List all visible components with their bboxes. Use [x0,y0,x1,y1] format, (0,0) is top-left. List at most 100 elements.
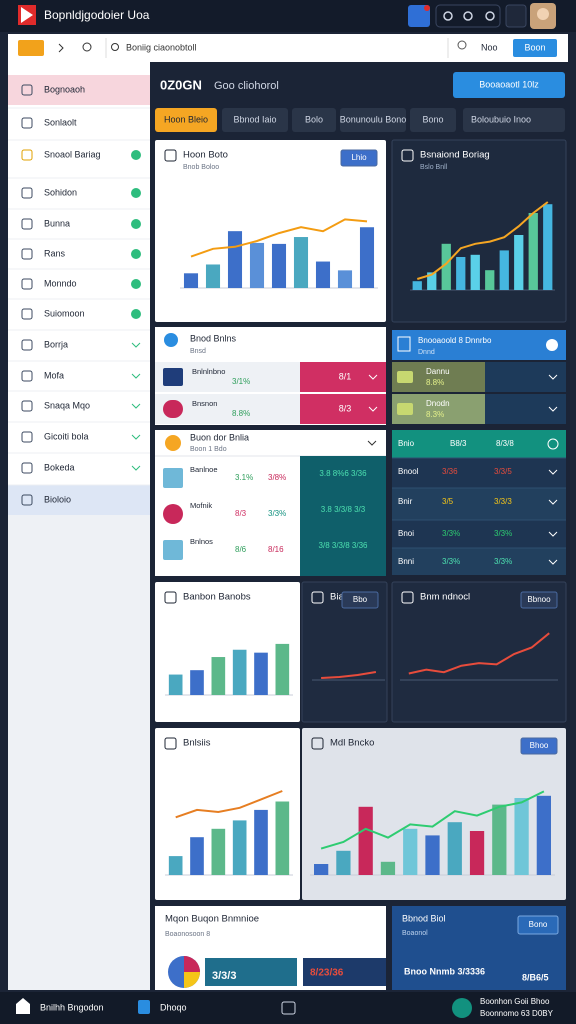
bar [536,795,551,875]
sidebar-icon [21,370,33,382]
chevron [368,374,378,380]
tab[interactable] [340,108,406,132]
bar [412,281,422,290]
row-value: 8.8% [426,378,444,387]
card-icon [397,336,411,352]
user-button[interactable] [513,39,557,57]
sidebar-item[interactable]: Suiomoon [44,308,85,318]
row-icon [397,371,413,383]
bar [543,204,553,290]
toolbar-button[interactable] [18,40,44,56]
card-icon [164,333,178,347]
sidebar-selected [8,485,150,515]
row-value: 8/16 [268,545,284,554]
sidebar-item[interactable]: Sonlaolt [44,117,77,127]
notify-button[interactable] [408,5,430,27]
sidebar-badge [131,219,141,229]
bar [190,670,204,695]
icon-group[interactable] [435,4,501,28]
row-value: 8.3% [426,410,444,419]
footer-text: Boonhon Goii Bhoo [480,997,550,1006]
sidebar-item[interactable]: Bognoaoh [44,84,85,94]
row-icon [163,504,183,524]
table-row [392,488,566,520]
table-cell: 3/3/3 [494,497,512,506]
card-button-label: Lhio [351,153,367,162]
sidebar-item[interactable]: Sohidon [44,187,77,197]
tab[interactable] [292,108,336,132]
card [391,581,567,723]
row-icon [163,368,183,386]
card-button[interactable] [341,591,379,609]
bar [514,235,524,290]
bar [314,864,329,875]
sidebar-item[interactable]: Borrja [44,339,68,349]
card-button[interactable] [517,915,559,935]
row-label: Mofnik [190,501,212,510]
row-label: Dnodn [426,399,450,408]
row-right: 8/3 [339,403,352,413]
home-icon [16,998,30,1014]
bar [425,835,440,875]
card-title: Banbon Banobs [183,592,251,603]
action-label: Booaoaotl 10lz [479,79,539,89]
table-row [392,458,566,488]
table-accent [300,456,386,576]
sidebar-item[interactable]: Bokeda [44,462,75,472]
sidebar-item[interactable]: Bioloio [44,494,71,504]
table-cell: 3/3% [442,557,460,566]
row-cell: 3.8 3/3/8 3/3 [321,505,366,514]
row-label: Bnlnos [190,537,213,546]
tab[interactable] [155,108,217,132]
bar [441,243,451,290]
sidebar-icon [21,494,33,506]
tab-label: Bonunoulu Bono [340,114,407,124]
sidebar-item[interactable]: Snoaol Bariag [44,149,101,159]
sidebar-badge [131,249,141,259]
tab-close[interactable] [533,108,565,132]
card-icon [401,149,414,162]
footer-item[interactable]: Dhoqo [160,1002,187,1012]
sidebar-item[interactable]: Rans [44,248,66,258]
card-subtitle: Bnob Boloo [183,164,219,171]
chevron [131,434,141,440]
tab[interactable] [222,108,288,132]
card-button[interactable] [340,149,378,167]
table-header-cell: B8/3 [450,439,467,448]
card-subtitle: Bnsd [190,348,206,355]
bar [254,809,268,875]
card-button[interactable] [520,737,558,755]
sidebar-icon [21,339,33,351]
footer-item[interactable]: Bnilhh Bngodon [40,1002,104,1012]
card-button[interactable] [520,591,558,609]
sidebar-item[interactable]: Monndo [44,278,77,288]
tab[interactable] [463,108,539,132]
table-row [392,548,566,575]
sidebar-icon [21,187,33,199]
action-button[interactable] [453,72,565,98]
sidebar-item[interactable]: Bunna [44,218,70,228]
bar [227,231,243,288]
sidebar-item[interactable]: Gicoiti bola [44,431,89,441]
sidebar-item[interactable]: Mofa [44,370,64,380]
card-title: Bnm ndnocl [420,592,470,603]
bar [205,264,221,288]
chevron [131,465,141,471]
row-label: Banlnoe [190,465,218,474]
search-input[interactable]: Boniig ciaonobtoll [126,42,197,52]
card-subtitle: Boaonol [402,930,428,937]
bar [254,652,268,695]
row-cell: 3/8 3/3/8 3/36 [319,541,368,550]
tab[interactable] [410,108,456,132]
line [417,201,549,280]
card-toggle [546,339,558,351]
table-cell: 3/3% [442,529,460,538]
line [190,218,368,258]
sidebar-item[interactable]: Snaqa Mqo [44,400,90,410]
footer-icon[interactable] [281,1001,296,1015]
menu-button[interactable] [505,4,527,28]
bar [211,657,226,695]
pie-slice [184,972,200,988]
sidebar-icon [21,149,33,161]
card-button-label: Bbnoo [527,595,551,604]
